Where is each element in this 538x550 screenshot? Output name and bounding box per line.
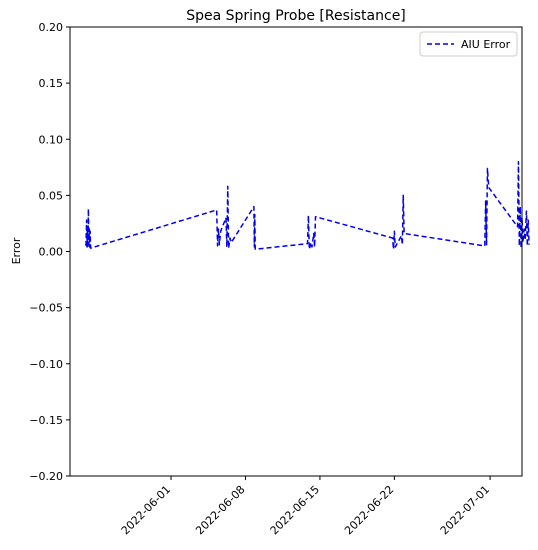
y-tick-label: −0.15 [29,414,63,427]
legend-box [419,31,518,57]
legend: AIU Error [419,31,518,57]
chart-title: Spea Spring Probe [Resistance] [186,8,406,24]
y-tick-label: 0.05 [39,189,64,202]
plot-frame [69,26,523,477]
y-tick-label: −0.10 [29,358,63,371]
y-tick-label: 0.00 [39,246,64,259]
y-axis: 0.20 0.15 0.10 0.05 0.00 −0.05 −0.10 −0.15 −0.20 [29,21,70,483]
plot-area [70,27,522,476]
y-tick-label: 0.20 [39,21,64,34]
y-tick-label: 0.15 [39,77,64,90]
y-tick-label: 0.10 [39,133,64,146]
series-line-aiu-error [85,160,530,250]
y-tick-label: −0.20 [29,470,63,483]
legend-label-aiu-error: AIU Error [461,38,511,51]
y-tick-label: −0.05 [29,302,63,315]
series-layer [85,160,530,250]
y-axis-label: Error [10,237,23,264]
